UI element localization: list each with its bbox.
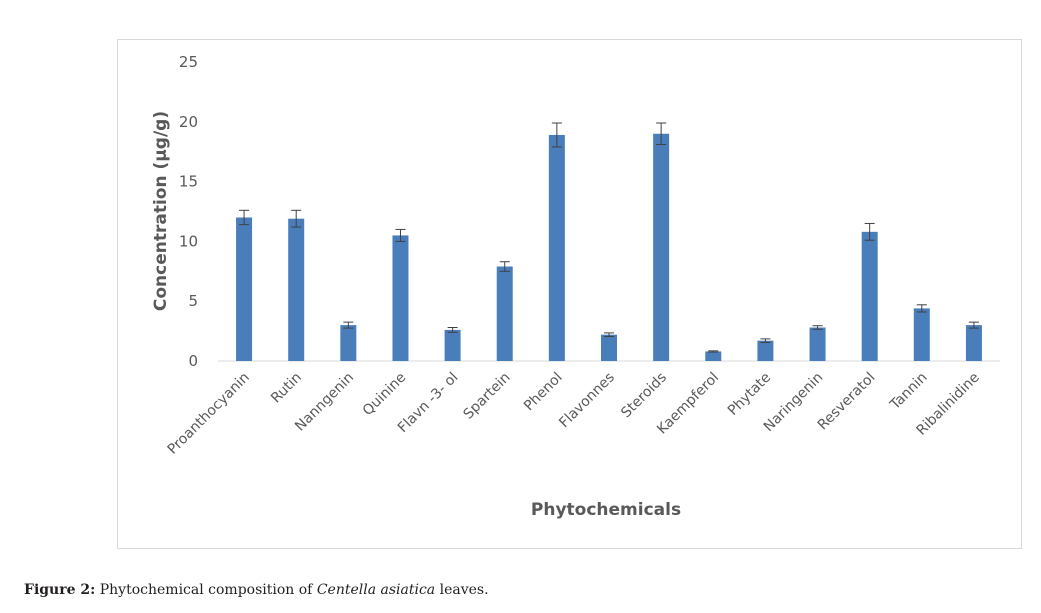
bar — [444, 329, 461, 361]
bar — [913, 308, 930, 361]
y-tick-label: 5 — [188, 292, 198, 310]
y-tick-label: 15 — [179, 173, 198, 191]
y-axis-title: Concentration (µg/g) — [151, 111, 171, 311]
y-tick-label: 20 — [179, 113, 198, 131]
bar — [496, 266, 513, 361]
y-axis-ticks: 0 5 10 15 20 25 — [179, 53, 198, 370]
x-tick-label: Spartein — [461, 370, 514, 423]
caption-text-end: leaves. — [435, 582, 489, 598]
caption-label: Figure 2: — [24, 582, 96, 598]
caption-species: Centella asiatica — [316, 582, 436, 598]
x-tick-label: Phenol — [521, 370, 566, 415]
x-tick-label: Rutin — [268, 370, 305, 407]
bar — [861, 231, 878, 361]
bar — [601, 334, 617, 361]
x-tick-label: Phytate — [725, 370, 774, 419]
bar — [809, 327, 826, 361]
bars — [236, 122, 982, 361]
bar — [653, 133, 670, 361]
x-axis-title: Phytochemicals — [531, 500, 681, 520]
x-tick-label: Tannin — [887, 370, 931, 414]
x-tick-label: Quinine — [360, 370, 410, 420]
bar — [705, 351, 722, 361]
bar — [392, 235, 409, 361]
y-tick-label: 25 — [179, 53, 198, 71]
x-tick-label: Steroids — [618, 370, 670, 422]
caption-text: Phytochemical composition of — [95, 582, 317, 598]
bar — [340, 325, 357, 361]
figure-caption: Figure 2: Phytochemical composition of C… — [24, 582, 489, 598]
y-tick-label: 0 — [188, 352, 198, 370]
x-tick-label: Proanthocyanin — [165, 370, 253, 458]
bar — [236, 217, 253, 361]
bar — [548, 134, 565, 361]
x-tick-label: Flavonnes — [556, 370, 618, 432]
bar — [757, 340, 774, 361]
bar — [965, 325, 982, 361]
y-tick-label: 10 — [179, 232, 198, 250]
bar — [288, 218, 305, 361]
